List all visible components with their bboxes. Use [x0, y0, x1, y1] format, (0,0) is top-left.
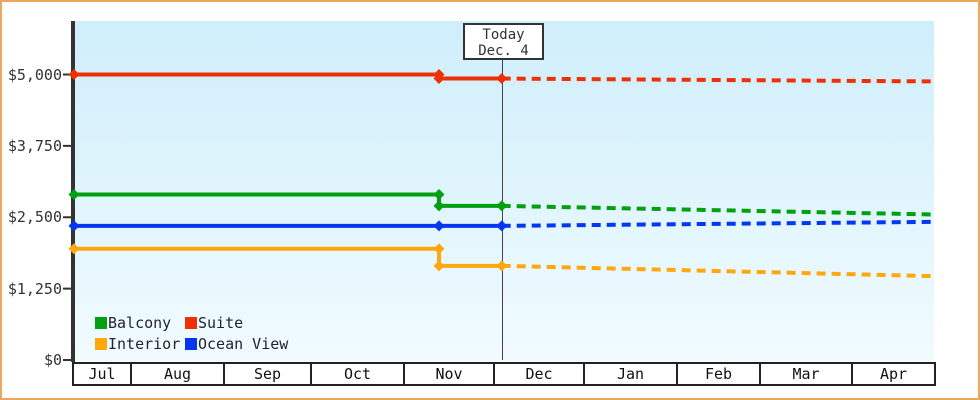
data-point-marker-interior [433, 243, 445, 255]
data-point-marker-suite [433, 73, 445, 85]
data-point-marker-ocean-view [68, 220, 80, 232]
data-point-marker-interior [433, 260, 445, 272]
data-point-marker-suite [68, 69, 80, 81]
y-axis-tick [63, 73, 71, 76]
month-cell-jul: Jul [72, 362, 130, 386]
y-axis-tick [63, 216, 71, 219]
chart-legend: Balcony Suite Interior Ocean View [95, 314, 289, 353]
legend-item-suite: Suite [185, 314, 288, 332]
y-axis-tick-label: $2,500 [7, 208, 62, 227]
y-axis-tick-label: $5,000 [7, 65, 62, 84]
data-point-marker-balcony [496, 200, 508, 212]
series-projection-interior [501, 263, 932, 279]
y-axis-tick-label: $3,750 [7, 136, 62, 155]
today-label: Today [482, 27, 525, 43]
legend-swatch-balcony [95, 317, 107, 329]
series-line-interior [74, 246, 502, 268]
y-axis-tick-label: $0 [43, 351, 62, 369]
month-cell-aug: Aug [130, 362, 223, 386]
data-point-marker-interior [68, 243, 80, 255]
y-axis-tick [63, 359, 71, 361]
y-axis-tick [63, 287, 71, 290]
month-cell-nov: Nov [403, 362, 493, 386]
legend-label: Interior [108, 335, 181, 353]
data-point-marker-balcony [433, 188, 445, 200]
data-point-marker-balcony [433, 200, 445, 212]
legend-swatch-ocean-view [185, 338, 197, 350]
legend-label: Balcony [108, 314, 172, 332]
month-cell-oct: Oct [310, 362, 403, 386]
today-annotation: Today Dec. 4 [463, 23, 544, 60]
y-axis-tick-label: $1,250 [7, 279, 62, 298]
month-cell-jan: Jan [583, 362, 676, 386]
legend-swatch-interior [95, 338, 107, 350]
legend-item-ocean-view: Ocean View [185, 335, 289, 353]
plot-area [74, 21, 934, 361]
month-cell-dec: Dec [493, 362, 583, 386]
series-line-balcony [74, 192, 502, 208]
legend-swatch-suite [185, 317, 197, 329]
data-point-marker-ocean-view [433, 220, 445, 232]
legend-item-balcony: Balcony [95, 314, 185, 332]
legend-label: Ocean View [198, 335, 289, 353]
data-point-marker-ocean-view [496, 220, 508, 232]
month-cell-apr: Apr [851, 362, 936, 386]
data-point-marker-suite [496, 73, 508, 85]
month-cell-sep: Sep [223, 362, 310, 386]
legend-label: Suite [198, 314, 244, 332]
y-axis-tick [63, 144, 71, 147]
series-projection-suite [501, 76, 932, 84]
month-cell-mar: Mar [759, 362, 851, 386]
series-projection-balcony [501, 203, 932, 217]
month-cell-feb: Feb [676, 362, 759, 386]
data-point-marker-interior [496, 260, 508, 272]
series-projection-ocean-view [501, 219, 932, 228]
data-point-marker-balcony [68, 188, 80, 200]
legend-item-interior: Interior [95, 335, 185, 353]
today-date: Dec. 4 [478, 43, 529, 59]
